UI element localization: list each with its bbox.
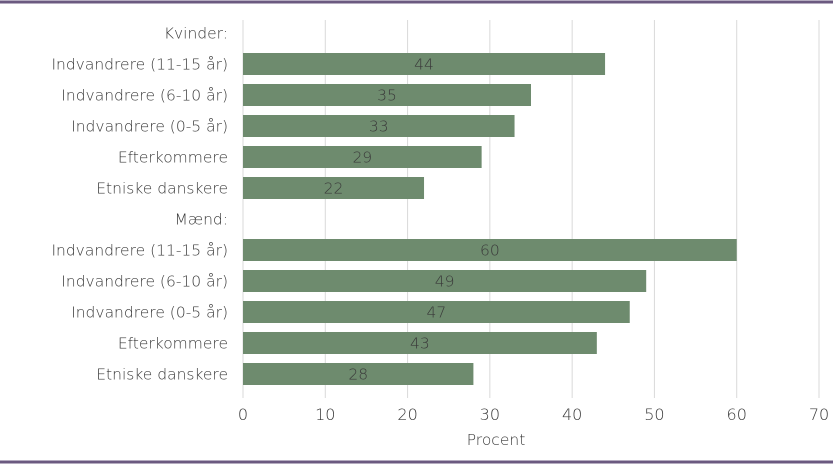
category-label: Efterkommere — [118, 149, 228, 167]
category-label: Kvinder: — [164, 25, 228, 43]
data-label: 43 — [410, 335, 430, 353]
data-label: 28 — [348, 366, 368, 384]
x-tick-label: 70 — [809, 405, 829, 424]
data-label: 29 — [352, 149, 372, 167]
x-axis-title: Procent — [467, 431, 526, 449]
gridlines — [242, 20, 820, 398]
x-tick-label: 60 — [727, 405, 747, 424]
bar — [243, 239, 737, 261]
x-tick-label: 40 — [562, 405, 582, 424]
category-label: Indvandrere (6-10 år) — [61, 273, 228, 291]
category-label: Indvandrere (0-5 år) — [71, 304, 228, 322]
data-label: 47 — [427, 304, 447, 322]
bar — [243, 270, 647, 292]
category-label: Etniske danskere — [96, 366, 228, 384]
bars: 44 35 33 29 22 60 49 47 43 28 — [243, 53, 737, 385]
category-label: Indvandrere (6-10 år) — [61, 87, 228, 105]
data-label: 60 — [480, 242, 500, 260]
x-tick-label: 50 — [644, 405, 664, 424]
x-tick-labels: 0 10 20 30 40 50 60 70 — [238, 405, 829, 424]
x-tick-label: 30 — [480, 405, 500, 424]
x-tick-label: 10 — [315, 405, 335, 424]
category-label: Indvandrere (0-5 år) — [71, 118, 228, 136]
category-label: Indvandrere (11-15 år) — [51, 242, 228, 260]
category-label: Etniske danskere — [96, 180, 228, 198]
data-label: 33 — [369, 118, 389, 136]
bar — [243, 146, 482, 168]
bar — [243, 84, 531, 106]
category-label: Efterkommere — [118, 335, 228, 353]
x-tick-label: 20 — [397, 405, 417, 424]
x-tick-label: 0 — [238, 405, 248, 424]
bar — [243, 53, 606, 75]
bar — [243, 301, 630, 323]
bar — [243, 332, 597, 354]
category-label: Indvandrere (11-15 år) — [51, 56, 228, 74]
data-label: 44 — [414, 56, 434, 74]
bar — [243, 363, 474, 385]
category-label: Mænd: — [175, 211, 228, 229]
data-label: 22 — [324, 180, 344, 198]
data-label: 35 — [377, 87, 397, 105]
bar — [243, 177, 425, 199]
bar — [243, 115, 515, 137]
data-label: 49 — [435, 273, 455, 291]
category-labels: Kvinder: Indvandrere (11-15 år) Indvandrer… — [51, 25, 228, 384]
